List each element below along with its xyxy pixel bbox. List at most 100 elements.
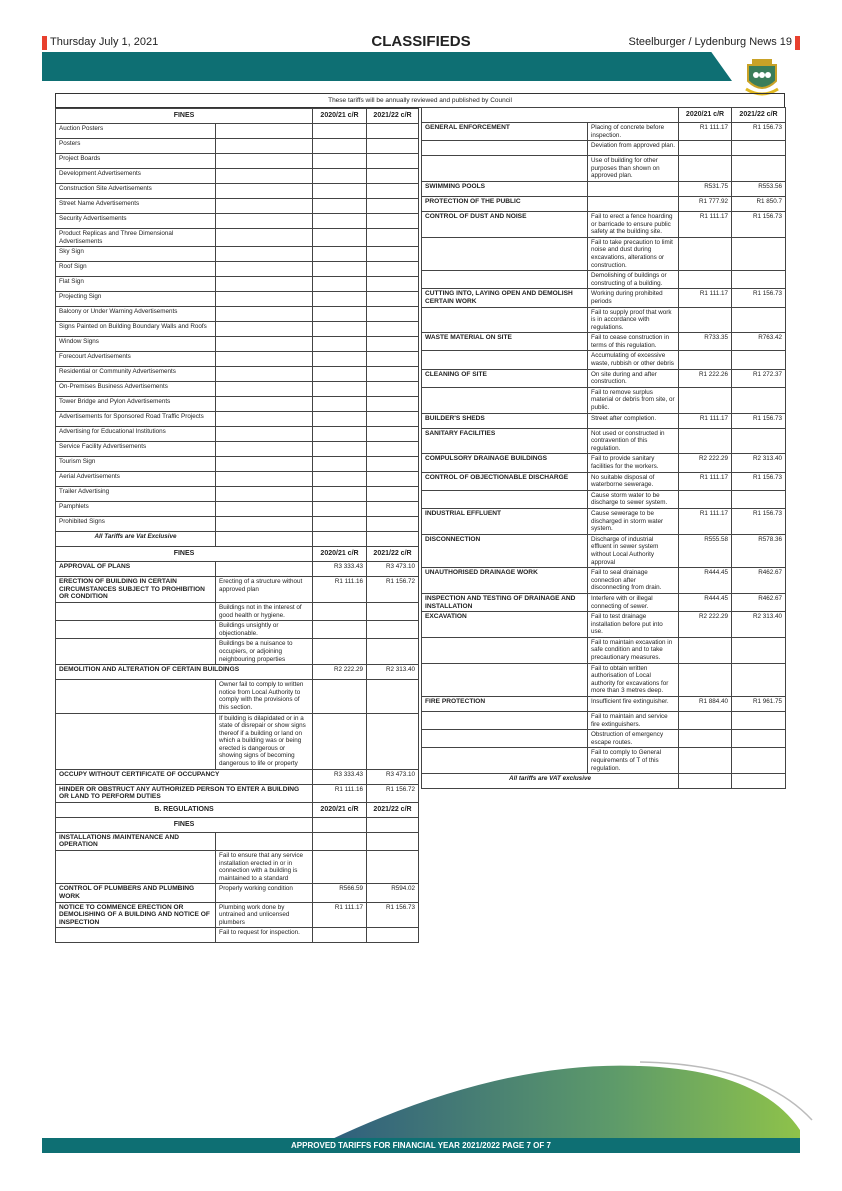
tariff-2020-21 <box>312 321 367 338</box>
offence-label: COMPULSORY DRAINAGE BUILDINGS <box>421 453 588 473</box>
offence-label: GENERAL ENFORCEMENT <box>421 121 588 142</box>
offence-description <box>215 123 313 139</box>
tariff-2021-22: R763.42 <box>731 332 786 352</box>
tariff-2020-21 <box>678 773 732 790</box>
table-row: DEMOLITION AND ALTERATION OF CERTAIN BUI… <box>55 664 419 681</box>
table-row: UNAUTHORISED DRAINAGE WORK Fail to seal d… <box>421 567 786 594</box>
table-row: Project Boards <box>55 153 419 169</box>
tariff-2020-21 <box>312 516 367 533</box>
tariff-2020-21 <box>678 350 732 370</box>
offence-description <box>215 198 313 214</box>
offence-label: Window Signs <box>55 336 216 353</box>
offence-label: On-Premises Business Advertisements <box>55 381 216 398</box>
offence-description <box>215 291 313 308</box>
decorative-swoosh <box>330 1061 813 1140</box>
offence-label <box>55 850 216 885</box>
table-row: Signs Painted on Building Boundary Walls… <box>55 321 419 338</box>
tariff-2020-21 <box>678 427 732 455</box>
tariff-2021-22 <box>731 270 786 290</box>
table-row: ERECTION OF BUILDING IN CERTAIN CIRCUMST… <box>55 576 419 603</box>
offence-label: INSTALLATIONS /MAINTENANCE AND OPERATION <box>55 831 216 852</box>
offence-label: Tower Bridge and Pylon Advertisements <box>55 396 216 413</box>
tariff-2020-21 <box>312 679 367 714</box>
tariff-2020-21 <box>312 183 367 199</box>
tariff-2021-22: R3 473.10 <box>366 561 419 578</box>
issue-date: Thursday July 1, 2021 <box>50 36 159 48</box>
offence-label <box>55 601 216 622</box>
table-row: All Tariffs are Vat Exclusive <box>55 531 419 548</box>
tariff-2020-21 <box>312 227 367 248</box>
offence-label: Sky Sign <box>55 246 216 263</box>
offence-label: Projecting Sign <box>55 291 216 308</box>
offence-description: Owner fail to comply to written notice f… <box>215 679 313 714</box>
table-row: INSPECTION AND TESTING OF DRAINAGE AND I… <box>421 592 786 613</box>
tariff-2020-21 <box>312 850 367 885</box>
table-row: SWIMMING POOLS R531.75 R553.56 <box>421 180 786 197</box>
offence-description: Demolishing of buildings or constructing… <box>587 270 679 290</box>
table-row: Street Name Advertisements <box>55 198 419 214</box>
table-row: Owner fail to comply to written notice f… <box>55 679 419 714</box>
tariff-2021-22: R2 313.40 <box>731 611 786 638</box>
column-header-2020-21: 2020/21 c/R <box>312 801 367 818</box>
table-row: Accumulating of excessive waste, rubbish… <box>421 350 786 370</box>
table-row: Auction Posters <box>55 123 419 139</box>
tariff-2020-21: R2 222.29 <box>678 611 732 638</box>
tariff-2021-22: R1 156.73 <box>731 121 786 142</box>
offence-description <box>215 213 313 229</box>
tariff-2020-21: R3 333.43 <box>312 561 367 578</box>
table-row: Prohibited Signs <box>55 516 419 533</box>
offence-description: Buildings unsightly or objectionable. <box>215 620 313 640</box>
offence-label: Residential or Community Advertisements <box>55 366 216 383</box>
offence-label: Signs Painted on Building Boundary Walls… <box>55 321 216 338</box>
tariff-2020-21 <box>312 501 367 518</box>
table-row: INSTALLATIONS /MAINTENANCE AND OPERATION <box>55 831 419 852</box>
offence-label <box>55 927 216 944</box>
tariff-2021-22 <box>366 712 419 770</box>
tariff-2021-22 <box>731 711 786 731</box>
tariff-2021-22: R1 272.37 <box>731 368 786 388</box>
tariff-2020-21 <box>678 306 732 334</box>
offence-label: Aerial Advertisements <box>55 471 216 488</box>
table-row: Aerial Advertisements <box>55 471 419 488</box>
tariff-2020-21: R444.45 <box>678 592 732 613</box>
offence-label: Forecourt Advertisements <box>55 351 216 368</box>
offence-label: Pamphlets <box>55 501 216 518</box>
tariff-2021-22: R553.56 <box>731 180 786 197</box>
tariff-2021-22 <box>366 306 419 323</box>
tariff-2021-22: R1 961.75 <box>731 696 786 713</box>
tariff-2021-22 <box>366 441 419 458</box>
offence-description: Placing of concrete before inspection. <box>587 121 679 142</box>
table-row: CONTROL OF PLUMBERS AND PLUMBING WORK Pro… <box>55 883 419 903</box>
table-row: Advertising for Educational Institutions <box>55 426 419 443</box>
table-header-row: FINES 2020/21 c/R 2021/22 c/R <box>55 546 419 563</box>
offence-label: Street Name Advertisements <box>55 198 216 214</box>
table-row: Tower Bridge and Pylon Advertisements <box>55 396 419 413</box>
tariff-2020-21 <box>678 662 732 698</box>
tariff-2020-21 <box>678 729 732 749</box>
offence-label: WASTE MATERIAL ON SITE <box>421 332 588 352</box>
tariff-2020-21 <box>312 336 367 353</box>
offence-description <box>215 306 313 323</box>
offence-description: Fail to remove surplus material or debri… <box>587 386 679 414</box>
tariff-2021-22 <box>366 227 419 248</box>
tariff-2020-21 <box>312 411 367 428</box>
table-row: Sky Sign <box>55 246 419 263</box>
table-row: BUILDER'S SHEDS Street after completion. R… <box>421 412 786 429</box>
footer-banner: APPROVED TARIFFS FOR FINANCIAL YEAR 2021… <box>42 1138 800 1153</box>
table-row: If building is dilapidated or in a state… <box>55 712 419 770</box>
tariff-2020-21 <box>312 276 367 293</box>
tariff-2021-22: R1 156.73 <box>731 288 786 308</box>
tariff-2021-22 <box>366 411 419 428</box>
tariff-2021-22 <box>366 831 419 852</box>
offence-label: DEMOLITION AND ALTERATION OF CERTAIN BUI… <box>55 664 313 681</box>
tariff-2021-22 <box>731 236 786 272</box>
tariff-2020-21 <box>678 489 732 509</box>
table-row: OCCUPY WITHOUT CERTIFICATE OF OCCUPANCY R… <box>55 768 419 785</box>
offence-description: Fail to take precaution to limit noise a… <box>587 236 679 272</box>
table-row: Advertisements for Sponsored Road Traffi… <box>55 411 419 428</box>
table-row: Use of building for other purposes than … <box>421 155 786 182</box>
tariff-2020-21 <box>312 638 367 666</box>
offence-description <box>215 138 313 154</box>
tariff-2021-22 <box>366 456 419 473</box>
table-header-row: FINES <box>55 816 419 833</box>
